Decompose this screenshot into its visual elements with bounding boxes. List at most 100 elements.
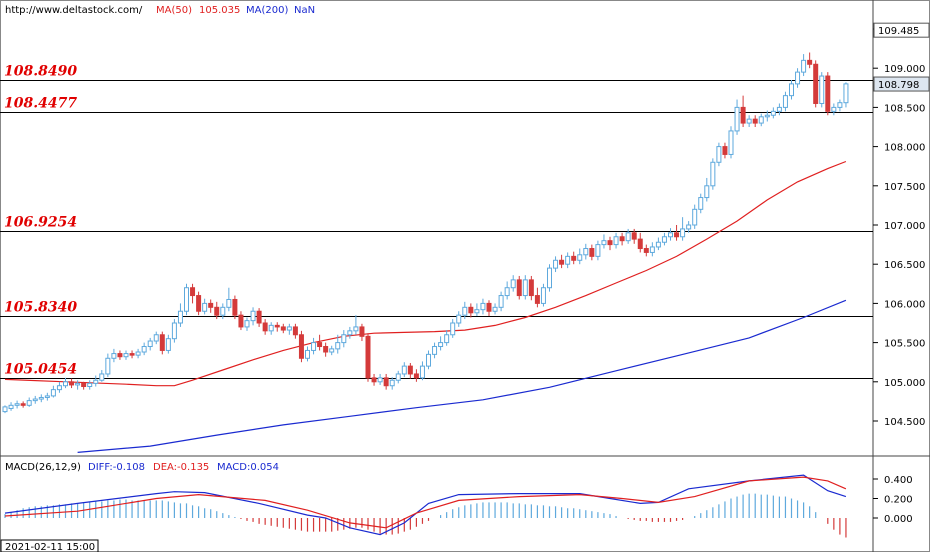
candle-up [450,322,456,336]
candle-up [613,236,619,246]
macd-axis-label: 0.200 [884,495,913,506]
candle-up [250,310,256,322]
macd-diff-value: DIFF:-0.108 [88,462,145,473]
candle-up [710,161,716,187]
candle-up [504,287,510,297]
candle-down [317,342,323,348]
candle-up [686,224,692,230]
candle-up [14,403,20,406]
candle-up [123,353,129,358]
candle-down [323,346,329,353]
macd-axis: 0.400 0.200 0.000 [873,475,913,525]
candle-up [63,381,68,387]
candle-up [547,267,552,289]
candle-up [329,348,335,353]
candle-down [298,334,304,359]
candle-down [807,59,813,65]
candle-down [232,298,238,316]
candle-up [480,302,486,311]
candle-up [56,385,62,391]
candle-up [801,59,807,73]
macd-title: MACD(26,12,9) [5,462,81,473]
candle-up [141,346,147,353]
macd-diff-line [4,474,847,536]
candle-up [395,373,401,381]
ma50-label: MA(50) [156,5,192,16]
candle-down [407,365,413,375]
candle-up [268,324,274,332]
ma200-value: NaN [294,5,315,16]
candle-down [486,302,492,312]
candle-up [498,295,504,308]
candle-up [311,342,317,351]
moving-average-lines [4,160,847,453]
candle-down [637,238,643,250]
candle-up [244,320,250,328]
candle-up [32,398,38,402]
candle-up [347,330,353,336]
candle-up [698,197,704,210]
candle-up [389,379,395,387]
candle-up [305,349,310,359]
macd-histogram [4,493,847,538]
candle-up [99,373,105,381]
candle-up [456,314,462,324]
candle-up [153,334,159,342]
candle-up [837,102,843,108]
candle-up [26,400,32,406]
ma200-label: MA(200) [246,5,288,16]
candle-down [280,326,286,331]
candle-down [631,232,637,240]
candle-up [492,306,498,312]
candle-down [752,118,758,124]
candle-up [87,382,93,388]
candle-up [75,382,81,386]
candle-up [401,365,407,375]
candle-up [353,326,359,332]
candlesticks [2,52,849,414]
candle-up [226,298,232,308]
candle-down [256,310,262,324]
macd-dea-line [4,476,847,529]
candle-up [680,228,686,238]
price-axis-label: 107.500 [884,182,925,193]
candle-up [795,71,801,85]
level-label: 108.4477 [4,96,77,112]
price-tags: 109.485 108.798 [873,22,930,92]
candle-down [468,306,474,314]
candle-down [825,75,831,112]
candle-up [831,106,837,112]
candle-up [2,406,8,413]
candle-down [383,377,389,387]
candle-up [819,75,825,104]
macd-value: MACD:0.054 [217,462,279,473]
candle-up [770,110,776,116]
candle-down [559,259,565,265]
candle-up [286,326,292,331]
price-axis-label: 108.000 [884,143,925,154]
ma50-line [4,160,847,387]
candle-up [595,244,601,257]
candle-down [214,306,220,316]
candle-up [44,395,50,398]
price-tag-label: 108.798 [878,80,919,91]
candle-up [655,241,661,248]
candle-up [335,342,341,350]
candle-up [147,340,153,348]
candle-up [171,322,177,340]
level-label: 108.8490 [4,64,77,80]
candle-up [202,302,208,312]
price-axis-label: 106.500 [884,260,925,271]
candle-down [190,287,196,297]
candle-down [813,63,819,104]
price-axis-label: 108.500 [884,103,925,114]
candle-down [534,295,540,304]
price-axis-label: 109.000 [884,64,925,75]
level-label: 105.0454 [4,362,77,378]
level-label: 105.8340 [4,300,77,316]
candle-up [776,106,782,112]
candle-up [625,232,631,242]
candle-down [589,248,595,257]
candle-up [510,279,516,289]
